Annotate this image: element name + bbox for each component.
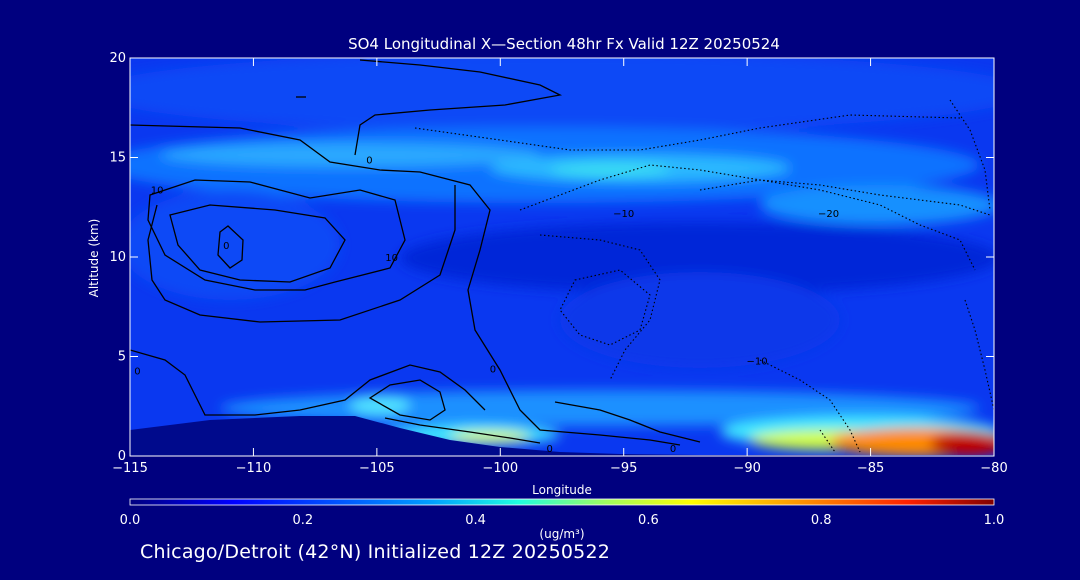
contour-label: 10 (385, 253, 398, 264)
colorbar (129, 498, 995, 506)
colorbar-tick-label: 0.2 (292, 513, 313, 528)
contour-label: 0 (366, 155, 372, 166)
chart-title: SO4 Longitudinal X—Section 48hr Fx Valid… (348, 35, 780, 53)
y-axis-label: Altitude (km) (87, 219, 101, 298)
contour-label: 0 (223, 241, 229, 252)
contour-label: −20 (818, 209, 839, 220)
x-tick-label: −80 (980, 461, 1007, 476)
x-tick-label: −105 (359, 461, 395, 476)
footer-caption: Chicago/Detroit (42°N) Initialized 12Z 2… (140, 541, 611, 563)
y-tick-label: 5 (118, 350, 126, 365)
colorbar-tick-label: 0.6 (638, 513, 659, 528)
y-tick-label: 15 (109, 151, 126, 166)
dotted-contour-lines (414, 99, 994, 453)
x-axis: −115 −110 −105 −100 −95 −90 −85 −80 (112, 58, 1008, 476)
contour-label: 0 (490, 364, 496, 375)
x-tick-label: −95 (610, 461, 637, 476)
contour-lines (130, 59, 701, 446)
x-axis-label: Longitude (532, 483, 592, 497)
colorbar-tick-label: 1.0 (984, 513, 1005, 528)
contour-label: −10 (613, 209, 634, 220)
colorbar-tick-label: 0.0 (120, 513, 141, 528)
heatmap-field: 10 0 10 0 −10 −20 −10 10 0 0 0 0 (130, 58, 1013, 456)
colorbar-units: (ug/m³) (539, 527, 584, 541)
colorbar-ticks: 0.0 0.2 0.4 0.6 0.8 1.0 (120, 513, 1005, 528)
contour-label: 0 (134, 366, 140, 377)
contour-label: −10 (746, 356, 767, 367)
x-tick-label: −85 (857, 461, 884, 476)
y-tick-label: 0 (118, 449, 126, 464)
x-tick-label: −115 (112, 461, 148, 476)
colorbar-tick-label: 0.8 (811, 513, 832, 528)
x-tick-label: −110 (236, 461, 272, 476)
contour-label: 10 (1000, 327, 1013, 338)
contour-label: 0 (546, 444, 552, 455)
y-tick-label: 10 (109, 250, 126, 265)
x-tick-label: −100 (482, 461, 518, 476)
x-tick-label: −90 (733, 461, 760, 476)
contour-label: 0 (670, 444, 676, 455)
terrain-surface (130, 416, 994, 456)
colorbar-tick-label: 0.4 (465, 513, 486, 528)
y-tick-label: 20 (109, 51, 126, 66)
contour-label: 10 (151, 185, 164, 196)
